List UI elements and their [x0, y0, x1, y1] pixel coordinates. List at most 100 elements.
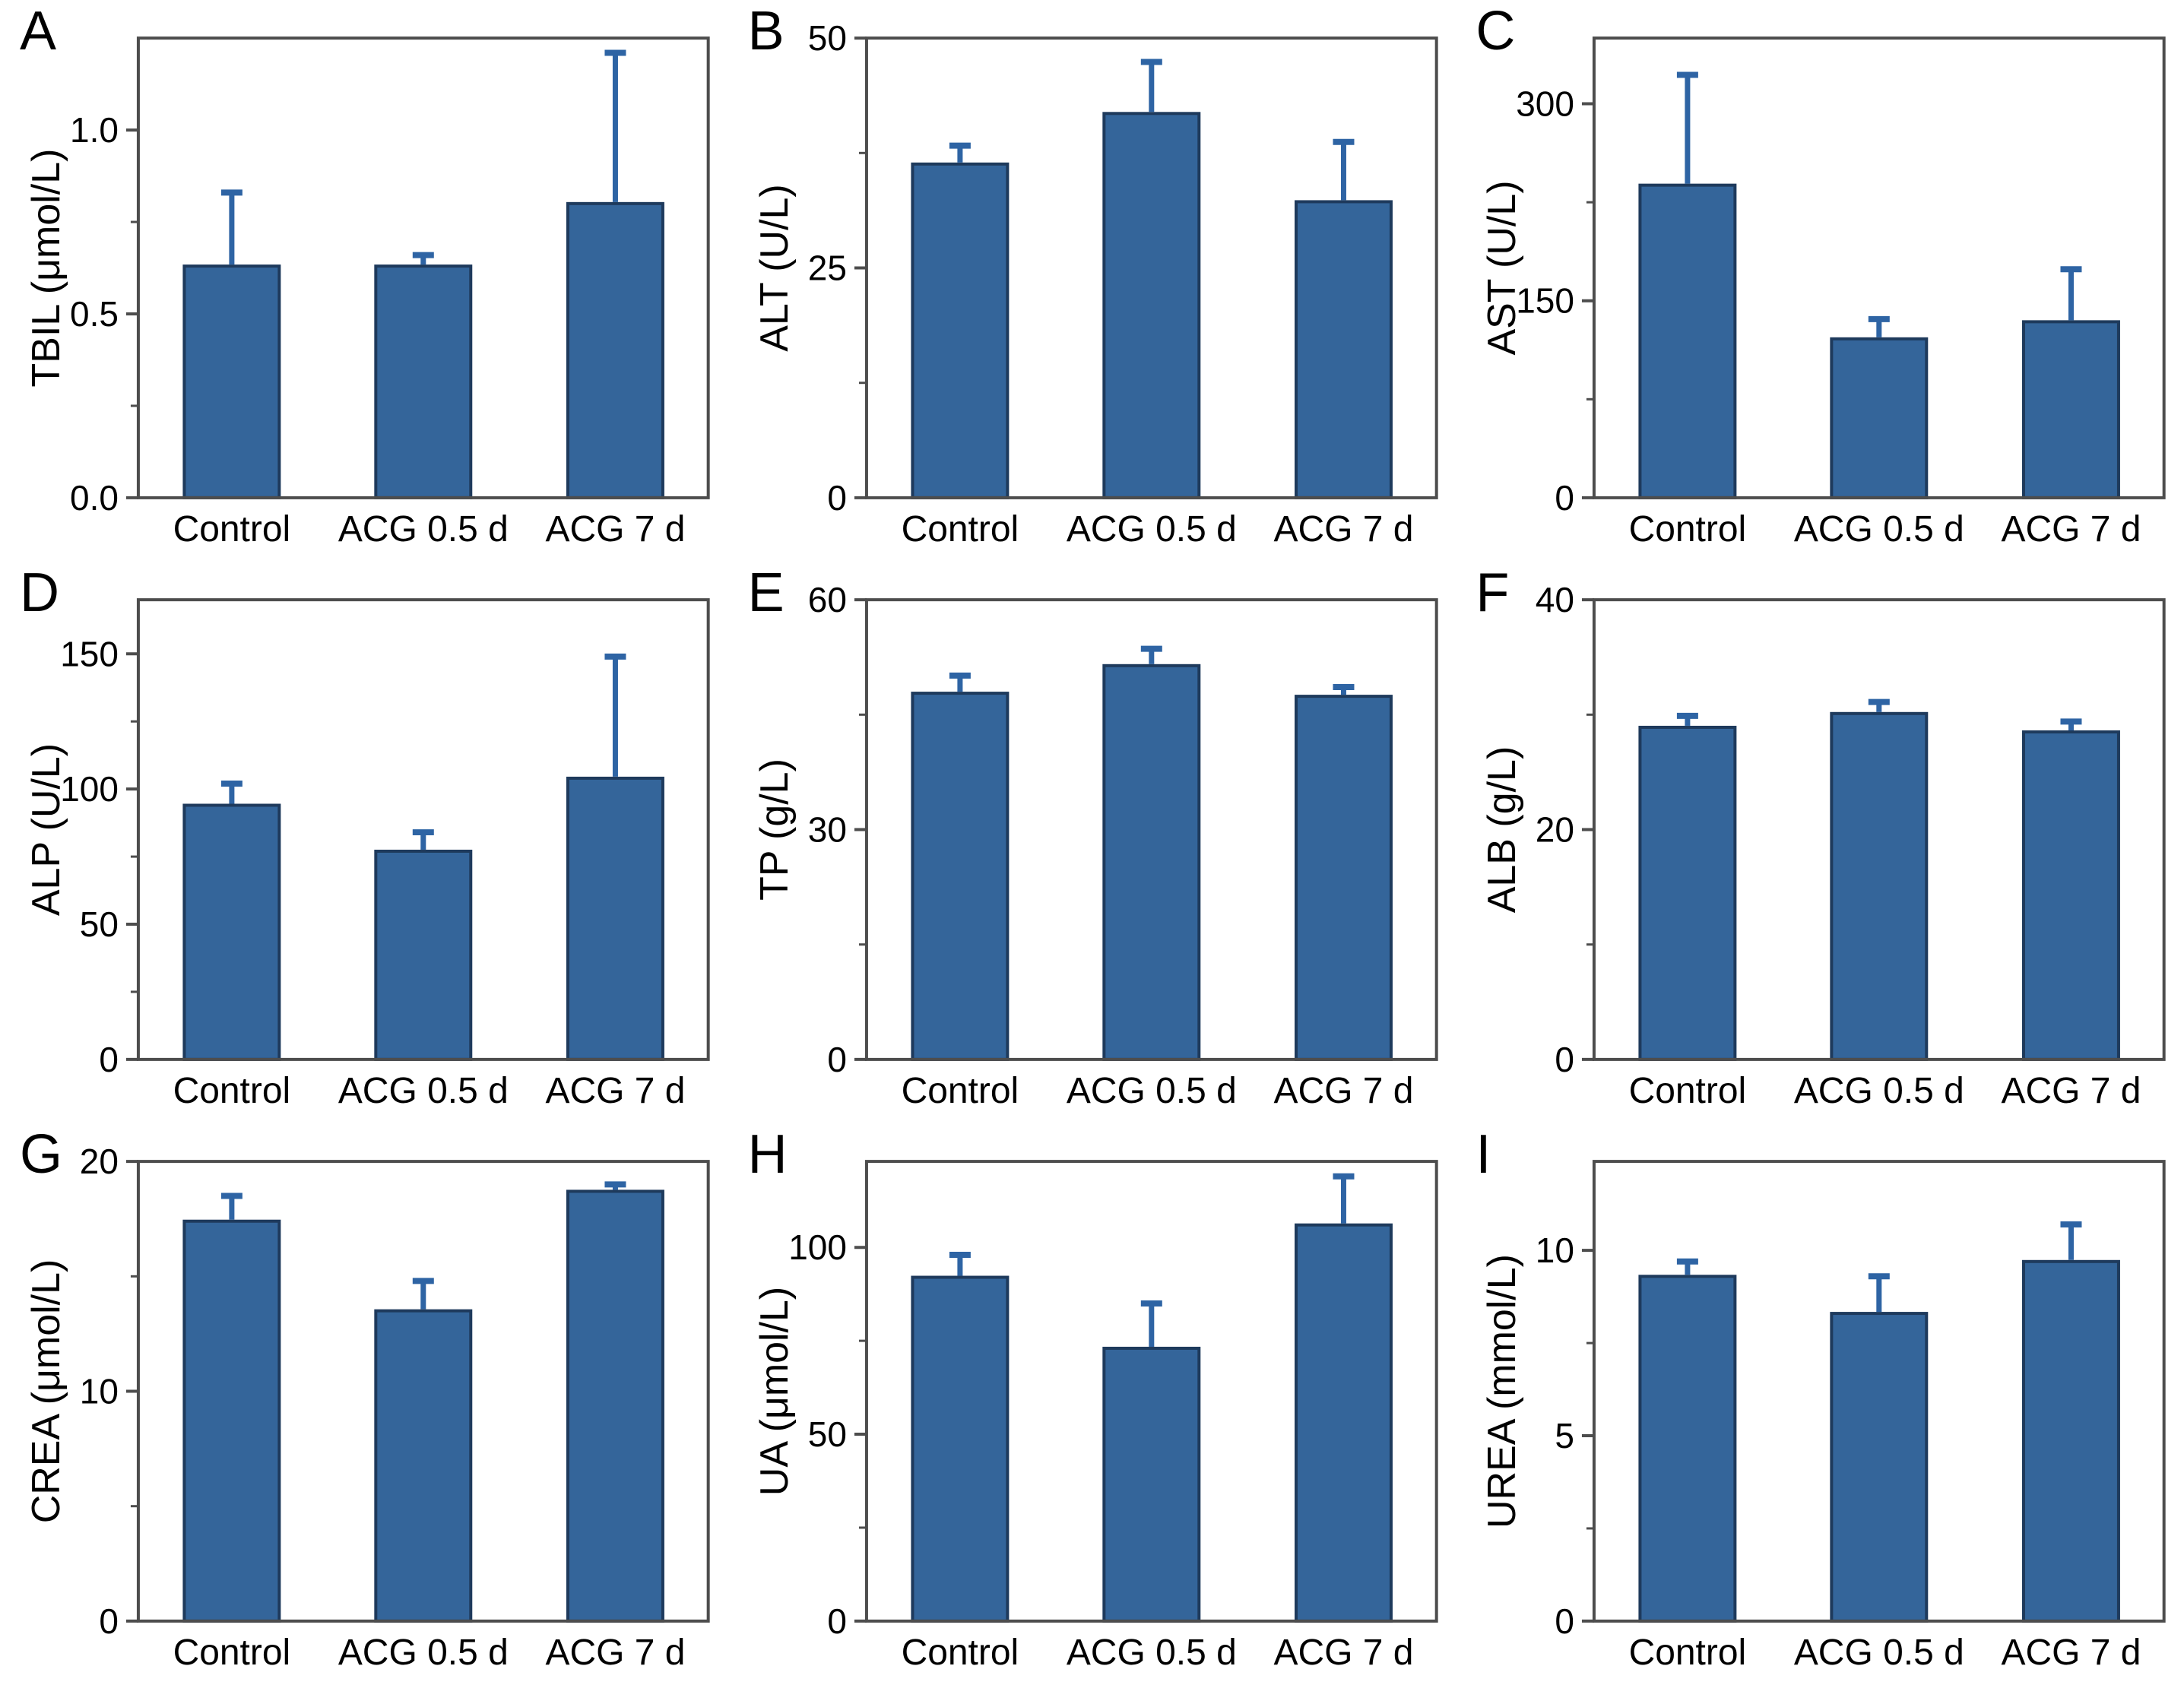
y-axis-ticks	[125, 1160, 138, 1623]
x-tick-label: ACG 7 d	[1273, 1633, 1413, 1673]
bar-acg-7-d	[2022, 730, 2121, 1061]
x-category-labels: Control ACG 0.5 d ACG 7 d	[1629, 1633, 2141, 1673]
bar-acg-7-d	[1294, 695, 1393, 1061]
x-category-labels: Control ACG 0.5 d ACG 7 d	[1629, 509, 2141, 550]
x-category-labels: Control ACG 0.5 d ACG 7 d	[901, 1633, 1413, 1673]
x-tick-label: Control	[1629, 509, 1747, 550]
chart-crea: 0 10 20 CREA (μmol/L) Control ACG 0.5 d ACG 7 …	[24, 1142, 710, 1673]
y-tick-label: 300	[1517, 84, 1575, 124]
y-axis-ticks	[125, 652, 138, 1061]
panel-b-alt: B 0 25 50 ALT (U/L) Control ACG 0.5 d ACG 7 d	[728, 0, 1457, 562]
y-tick-label: 0.5	[70, 294, 119, 334]
bar-acg-0-5-d	[374, 849, 473, 1061]
y-axis-label: TP (g/L)	[753, 759, 797, 901]
x-category-labels: Control ACG 0.5 d ACG 7 d	[1629, 1071, 2141, 1111]
y-axis-label: ALB (g/L)	[1480, 746, 1524, 914]
y-tick-labels: 0 50 100 150	[60, 634, 119, 1079]
y-tick-label: 150	[60, 634, 119, 673]
x-category-labels: Control ACG 0.5 d ACG 7 d	[173, 1071, 686, 1111]
bars	[911, 1223, 1393, 1623]
bar-acg-7-d	[566, 1189, 664, 1623]
error-bars	[220, 1181, 626, 1310]
y-tick-label: 1.0	[70, 110, 119, 150]
x-tick-label: ACG 0.5 d	[338, 1633, 509, 1673]
x-tick-label: ACG 7 d	[2002, 1633, 2141, 1673]
y-tick-label: 50	[807, 1414, 846, 1454]
bar-acg-0-5-d	[1830, 711, 1929, 1061]
x-tick-label: ACG 7 d	[1273, 1071, 1413, 1111]
y-tick-label: 30	[807, 810, 846, 850]
plot-frame	[1593, 598, 2167, 1061]
panel-letter-e: E	[747, 562, 785, 623]
bars	[1638, 183, 2121, 499]
x-tick-label: ACG 0.5 d	[1794, 1071, 1964, 1111]
panel-letter-f: F	[1476, 562, 1510, 623]
x-tick-label: ACG 0.5 d	[338, 509, 509, 550]
x-tick-label: Control	[1629, 1071, 1747, 1111]
bar-acg-0-5-d	[1102, 664, 1200, 1061]
y-tick-label: 0	[1555, 478, 1575, 518]
chart-alp: 0 50 100 150 ALP (U/L) Control ACG 0.5 d ACG 7 …	[24, 598, 710, 1111]
x-tick-label: ACG 7 d	[2002, 1071, 2141, 1111]
y-tick-label: 0	[827, 1601, 847, 1641]
y-axis-ticks	[854, 598, 867, 1061]
y-tick-label: 0	[99, 1040, 119, 1079]
plot-frame	[864, 1160, 1438, 1623]
y-tick-labels: 0 150 300	[1517, 84, 1575, 518]
y-tick-label: 150	[1517, 281, 1575, 321]
panel-letter-d: D	[20, 562, 59, 623]
error-bars	[949, 645, 1355, 695]
x-tick-label: ACG 0.5 d	[1066, 509, 1236, 550]
y-tick-labels: 0.0 0.5 1.0	[70, 110, 119, 518]
x-tick-label: Control	[173, 509, 291, 550]
x-tick-label: ACG 0.5 d	[1066, 1071, 1236, 1111]
bar-control	[1638, 725, 1737, 1061]
y-axis-ticks	[1582, 102, 1595, 499]
y-tick-label: 20	[80, 1142, 119, 1181]
panel-letter-b: B	[747, 1, 785, 62]
panel-i-urea: I 0 5 10 UREA (mmol/L) Control ACG 0.5 d ACG 7…	[1456, 1123, 2184, 1685]
x-tick-label: ACG 7 d	[2002, 509, 2141, 550]
bars	[182, 201, 664, 499]
panel-f-alb: F 0 20 40 ALB (g/L) Control ACG 0.5 d ACG 7 d	[1456, 562, 2184, 1123]
y-tick-label: 60	[807, 580, 846, 619]
bar-control	[1638, 183, 1737, 499]
x-tick-label: Control	[901, 1633, 1019, 1673]
y-tick-label: 10	[1536, 1230, 1574, 1270]
bars	[911, 664, 1393, 1061]
y-tick-labels: 0 20 40	[1536, 580, 1574, 1079]
panel-e-tp: E 0 30 60 TP (g/L) Control ACG 0.5 d ACG 7 d	[728, 562, 1457, 1123]
plot-frame	[1593, 1160, 2167, 1623]
x-tick-label: Control	[901, 1071, 1019, 1111]
x-category-labels: Control ACG 0.5 d ACG 7 d	[173, 1633, 686, 1673]
y-tick-labels: 0 50 100	[788, 1227, 847, 1641]
y-tick-labels: 0 10 20	[80, 1142, 119, 1641]
x-tick-label: ACG 0.5 d	[338, 1071, 509, 1111]
bars	[182, 1189, 664, 1623]
y-tick-labels: 0 5 10	[1536, 1230, 1574, 1641]
bar-control	[182, 1219, 281, 1623]
error-bars	[220, 653, 626, 850]
panel-d-alp: D 0 50 100 150 ALP (U/L) Control ACG 0.5 d ACG …	[0, 562, 728, 1123]
bar-control	[182, 264, 281, 499]
x-tick-label: Control	[1629, 1633, 1747, 1673]
error-bars	[949, 1173, 1355, 1347]
bars	[182, 776, 664, 1061]
y-axis-label: CREA (μmol/L)	[24, 1259, 68, 1524]
panel-c-ast: C 0 150 300 AST (U/L) Control ACG 0.5 d ACG 7 …	[1456, 0, 2184, 562]
panel-letter-g: G	[20, 1124, 63, 1185]
x-tick-label: ACG 7 d	[545, 1633, 685, 1673]
bar-control	[1638, 1275, 1737, 1623]
bar-acg-7-d	[1294, 1223, 1393, 1623]
panel-g-crea: G 0 10 20 CREA (μmol/L) Control ACG 0.5 d ACG …	[0, 1123, 728, 1685]
plot-frame	[136, 36, 710, 499]
bar-acg-0-5-d	[1102, 1346, 1200, 1623]
y-tick-label: 0	[1555, 1040, 1575, 1079]
error-bars	[1677, 71, 2082, 337]
x-tick-label: Control	[901, 509, 1019, 550]
bar-acg-7-d	[1294, 200, 1393, 499]
panel-letter-c: C	[1476, 1, 1516, 62]
x-category-labels: Control ACG 0.5 d ACG 7 d	[173, 509, 686, 550]
y-axis-ticks	[854, 36, 867, 499]
